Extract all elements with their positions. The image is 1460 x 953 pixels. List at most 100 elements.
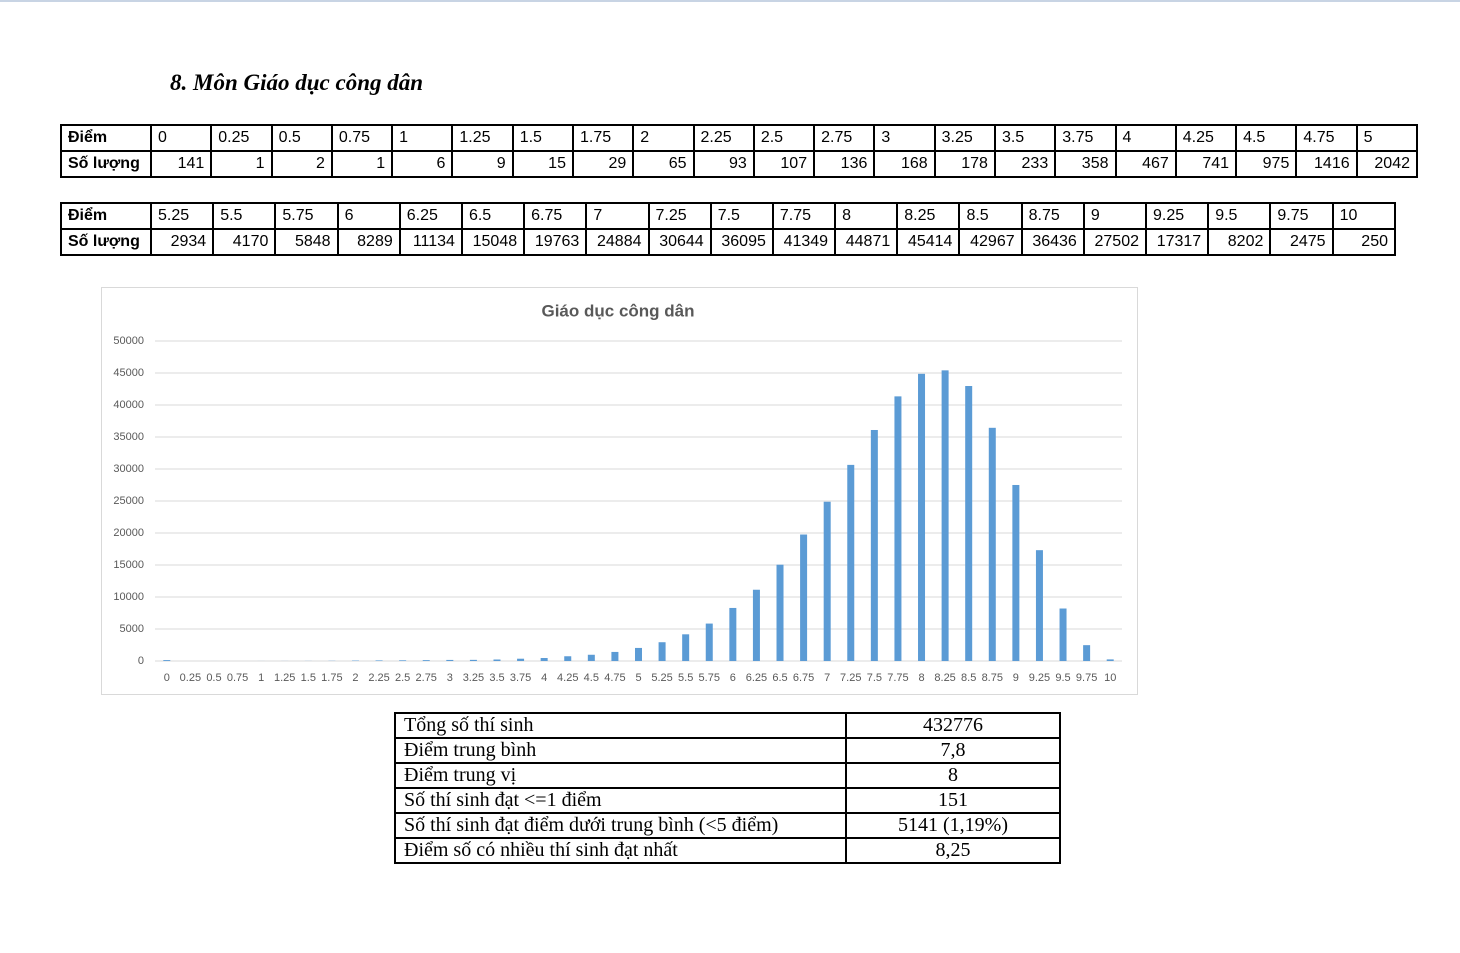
score-cell: 0.25	[210, 124, 273, 152]
score-table: Điểm 0 0.25 0.5 0.75 1 1.25 1.5 1.75 2 2.25 2.5 2.75…	[60, 124, 1419, 178]
summary-row: Số thí sinh đạt điểm dưới trung bình (<5…	[394, 812, 1061, 839]
count-cell: 1	[330, 150, 394, 178]
count-cell: 141	[149, 150, 213, 178]
bar	[635, 647, 642, 661]
summary-row: Tổng số thí sinh 432776	[394, 712, 1061, 739]
score-cell: 2.75	[813, 124, 876, 152]
bar	[422, 660, 430, 661]
x-tick-label: 4	[541, 672, 547, 684]
count-cell: 19763	[523, 228, 588, 256]
count-cell: 44871	[834, 228, 899, 256]
count-cell: 93	[692, 150, 755, 178]
count-cell: 2934	[149, 228, 215, 256]
count-cell: 4170	[212, 228, 277, 256]
x-tick-label: 8.75	[982, 672, 1003, 684]
bar	[847, 464, 855, 661]
y-tick-label: 10000	[113, 591, 144, 603]
x-tick-label: 2.5	[395, 672, 410, 684]
count-cell: 107	[752, 150, 816, 178]
summary-value: 151	[845, 787, 1061, 814]
bar	[1035, 550, 1043, 661]
score-cell: 8.25	[896, 202, 961, 230]
bar	[399, 660, 407, 661]
score-cell: 9	[1082, 202, 1148, 230]
bar	[800, 534, 808, 661]
x-tick-label: 3.5	[489, 672, 504, 684]
count-cell: 65	[632, 150, 695, 178]
summary-label: Số thí sinh đạt <=1 điểm	[394, 787, 847, 814]
score-cell: 6	[336, 202, 401, 230]
bar	[446, 659, 454, 661]
y-tick-label: 15000	[113, 559, 144, 571]
score-cell: 8	[834, 202, 899, 230]
count-cell: 30644	[647, 228, 712, 256]
count-cell: 2475	[1269, 228, 1334, 256]
y-tick-label: 50000	[113, 335, 144, 347]
score-cell: 1.25	[451, 124, 514, 152]
bar	[682, 634, 690, 661]
count-cell: 45414	[896, 228, 961, 256]
score-cell: 2.25	[692, 124, 755, 152]
x-tick-label: 7	[824, 672, 830, 684]
top-rule	[0, 0, 1460, 2]
count-cell: 233	[993, 150, 1057, 178]
bar	[611, 651, 619, 661]
count-cell: 15	[511, 150, 574, 178]
score-cell: 5	[1355, 124, 1419, 152]
bar	[776, 564, 784, 661]
score-cell: 6.5	[460, 202, 526, 230]
x-tick-label: 0.25	[180, 672, 201, 684]
count-cell: 178	[933, 150, 996, 178]
x-tick-label: 9.25	[1029, 672, 1050, 684]
x-tick-label: 3	[447, 672, 453, 684]
count-cell: 41349	[771, 228, 837, 256]
chart-frame	[101, 287, 1138, 695]
score-cell: 7.5	[709, 202, 774, 230]
score-cell: 9.5	[1207, 202, 1272, 230]
row-label: Số lượng	[60, 150, 152, 178]
bar	[587, 654, 595, 661]
x-tick-label: 2	[352, 672, 358, 684]
x-tick-label: 9.5	[1055, 672, 1070, 684]
x-tick-label: 5.25	[651, 672, 672, 684]
summary-label: Tổng số thí sinh	[394, 712, 847, 739]
summary-label: Điểm trung bình	[394, 737, 847, 764]
summary-row: Số thí sinh đạt <=1 điểm 151	[394, 787, 1061, 814]
score-cell: 4	[1114, 124, 1177, 152]
x-tick-label: 7.75	[887, 672, 908, 684]
score-cell: 5.25	[149, 202, 215, 230]
score-cell: 4.75	[1295, 124, 1358, 152]
score-cell: 1.75	[571, 124, 635, 152]
x-tick-label: 1.75	[321, 672, 342, 684]
x-tick-label: 1.5	[301, 672, 316, 684]
x-tick-label: 6.75	[793, 672, 814, 684]
score-table: Điểm 5.25 5.5 5.75 6 6.25 6.5 6.75 7 7.25 7.5 7.75 8…	[60, 202, 1397, 256]
summary-value: 432776	[845, 712, 1061, 739]
row-label: Số lượng	[60, 228, 152, 256]
bar	[163, 660, 171, 661]
count-cell: 36436	[1020, 228, 1085, 256]
y-tick-label: 45000	[113, 367, 144, 379]
bar	[517, 658, 525, 661]
y-tick-label: 20000	[113, 527, 144, 539]
summary-value: 7,8	[845, 737, 1061, 764]
count-cell: 17317	[1144, 228, 1210, 256]
bar	[918, 373, 926, 661]
bar	[493, 659, 501, 661]
bar	[941, 370, 949, 661]
count-cell: 6	[391, 150, 454, 178]
score-cell: 2	[632, 124, 695, 152]
score-cell: 7.25	[647, 202, 712, 230]
heading: 8. Môn Giáo dục công dân	[170, 70, 424, 95]
y-tick-label: 40000	[113, 399, 144, 411]
score-cell: 3	[873, 124, 936, 152]
score-cell: 8.75	[1020, 202, 1085, 230]
x-tick-label: 6	[730, 672, 736, 684]
count-cell: 15048	[460, 228, 526, 256]
x-tick-label: 6.25	[746, 672, 767, 684]
score-cell: 6.25	[398, 202, 463, 230]
y-tick-label: 5000	[120, 623, 144, 635]
count-cell: 358	[1054, 150, 1117, 178]
x-tick-label: 9.75	[1076, 672, 1097, 684]
